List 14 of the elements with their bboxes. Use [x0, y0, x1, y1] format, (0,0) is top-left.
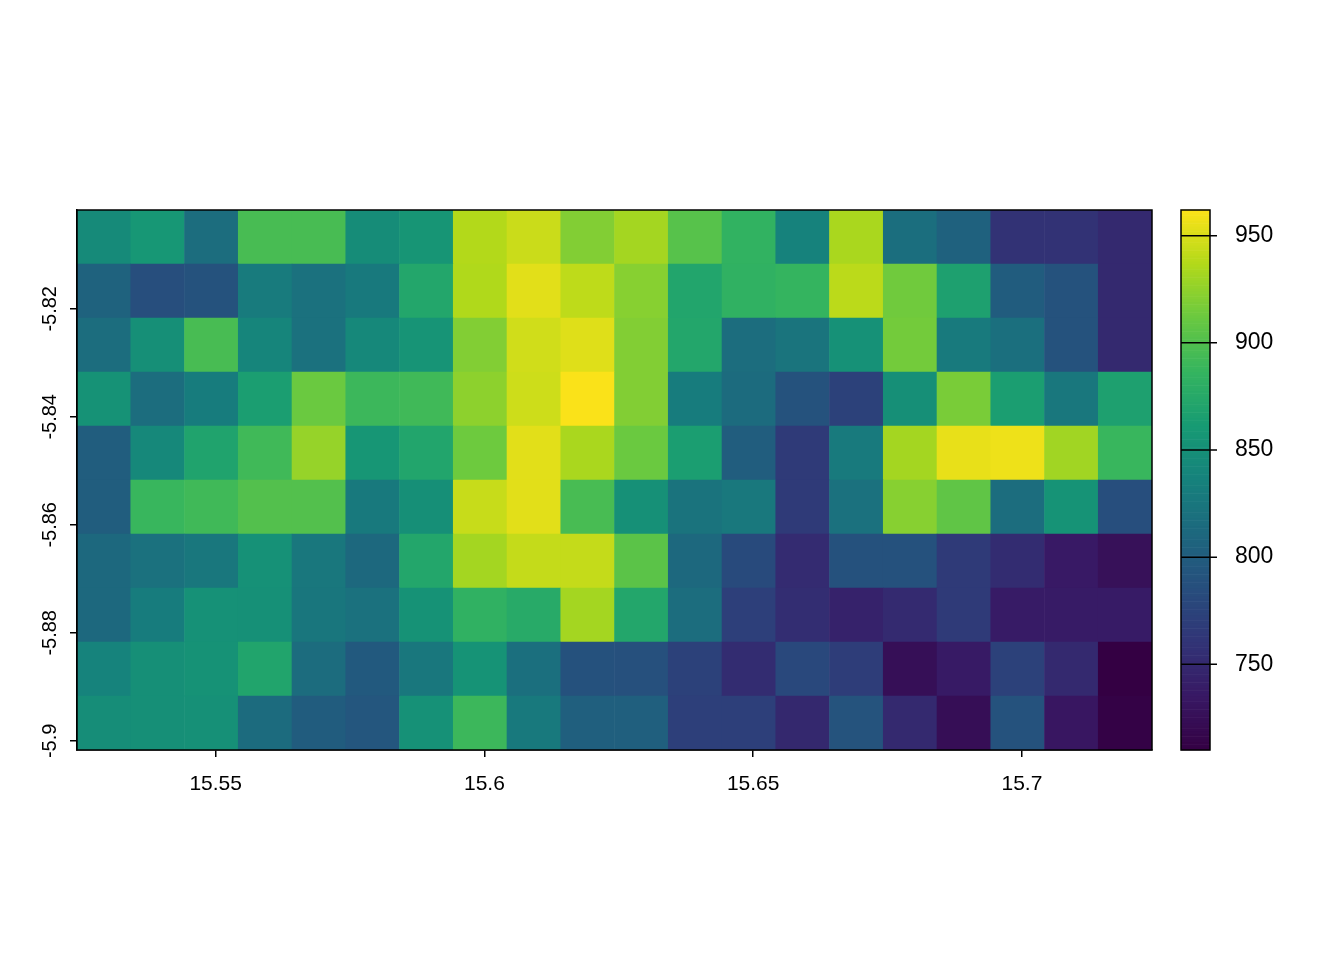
y-tick-label: -5.84 — [37, 394, 60, 440]
y-tick-label: -5.82 — [37, 286, 60, 332]
y-tick-label: -5.88 — [37, 610, 60, 656]
x-tick-label: 15.65 — [726, 771, 780, 795]
y-tick-label: -5.9 — [37, 723, 60, 759]
color-bar-label: 900 — [1235, 328, 1274, 355]
x-tick-label: 15.6 — [463, 771, 505, 795]
color-bar-label: 850 — [1235, 435, 1274, 462]
color-bar-label: 950 — [1235, 221, 1274, 248]
y-tick-label: -5.86 — [37, 502, 60, 548]
color-bar-label: 800 — [1235, 542, 1274, 569]
x-tick-label: 15.55 — [189, 771, 242, 795]
color-bar-label: 750 — [1235, 649, 1274, 676]
x-tick-label: 15.7 — [1001, 771, 1043, 795]
